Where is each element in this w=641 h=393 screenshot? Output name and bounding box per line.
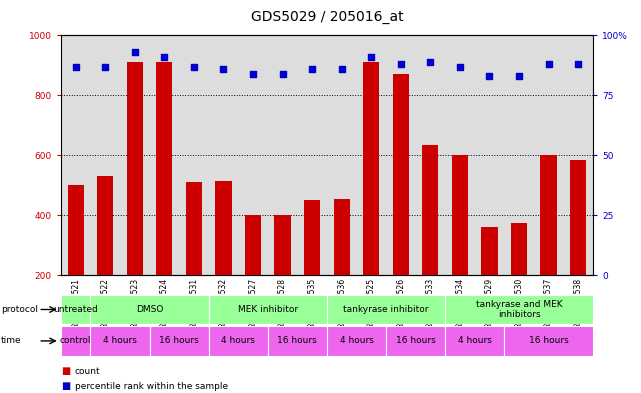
Point [219, 66, 229, 72]
Bar [333, 199, 350, 275]
Bar [445, 295, 593, 324]
Bar [215, 181, 231, 275]
Bar [268, 326, 327, 356]
Point [189, 63, 199, 70]
Bar [327, 326, 386, 356]
Text: 4 hours: 4 hours [458, 336, 492, 345]
Bar [209, 35, 238, 275]
Bar [445, 326, 504, 356]
Bar [475, 35, 504, 275]
Text: 4 hours: 4 hours [340, 336, 374, 345]
Point [395, 61, 406, 67]
Point [573, 61, 583, 67]
Text: tankyrase inhibitor: tankyrase inhibitor [344, 305, 429, 314]
Point [159, 54, 169, 60]
Point [100, 63, 110, 70]
Bar [540, 155, 557, 275]
Bar [238, 35, 268, 275]
Bar [504, 326, 593, 356]
Bar [481, 227, 497, 275]
Bar [149, 35, 179, 275]
Bar [327, 295, 445, 324]
Bar [297, 35, 327, 275]
Bar [245, 215, 261, 275]
Bar [534, 35, 563, 275]
Text: tankyrase and MEK
inhibitors: tankyrase and MEK inhibitors [476, 300, 562, 319]
Bar [90, 326, 149, 356]
Bar [445, 35, 475, 275]
Text: 16 hours: 16 hours [395, 336, 435, 345]
Point [129, 49, 140, 55]
Bar [97, 176, 113, 275]
Bar [570, 160, 587, 275]
Bar [563, 35, 593, 275]
Text: DMSO: DMSO [136, 305, 163, 314]
Text: 16 hours: 16 hours [159, 336, 199, 345]
Bar [127, 62, 143, 275]
Text: control: control [60, 336, 92, 345]
Point [71, 63, 81, 70]
Bar [386, 326, 445, 356]
Point [425, 59, 435, 65]
Bar [415, 35, 445, 275]
Text: percentile rank within the sample: percentile rank within the sample [75, 382, 228, 391]
Bar [209, 295, 327, 324]
Bar [393, 74, 409, 275]
Bar [452, 155, 468, 275]
Bar [179, 35, 209, 275]
Point [514, 73, 524, 79]
Text: 4 hours: 4 hours [103, 336, 137, 345]
Bar [386, 35, 415, 275]
Bar [268, 35, 297, 275]
Point [544, 61, 554, 67]
Bar [90, 35, 120, 275]
Bar [61, 295, 90, 324]
Text: count: count [75, 367, 101, 376]
Bar [61, 35, 90, 275]
Bar [61, 326, 90, 356]
Point [307, 66, 317, 72]
Bar [511, 223, 527, 275]
Bar [67, 185, 84, 275]
Bar [156, 62, 172, 275]
Text: ■: ■ [61, 381, 70, 391]
Text: MEK inhibitor: MEK inhibitor [238, 305, 298, 314]
Text: 16 hours: 16 hours [278, 336, 317, 345]
Point [248, 71, 258, 77]
Point [366, 54, 376, 60]
Point [485, 73, 495, 79]
Bar [422, 145, 438, 275]
Point [337, 66, 347, 72]
Bar [363, 62, 379, 275]
Bar [209, 326, 268, 356]
Bar [327, 35, 356, 275]
Text: GDS5029 / 205016_at: GDS5029 / 205016_at [251, 10, 403, 24]
Text: time: time [1, 336, 21, 345]
Point [455, 63, 465, 70]
Bar [120, 35, 149, 275]
Text: 16 hours: 16 hours [529, 336, 569, 345]
Bar [504, 35, 534, 275]
Text: 4 hours: 4 hours [221, 336, 255, 345]
Text: untreated: untreated [53, 305, 98, 314]
Bar [356, 35, 386, 275]
Bar [304, 200, 320, 275]
Point [278, 71, 288, 77]
Bar [149, 326, 209, 356]
Bar [274, 215, 291, 275]
Text: ■: ■ [61, 366, 70, 376]
Bar [90, 295, 209, 324]
Text: protocol: protocol [1, 305, 38, 314]
Bar [186, 182, 202, 275]
